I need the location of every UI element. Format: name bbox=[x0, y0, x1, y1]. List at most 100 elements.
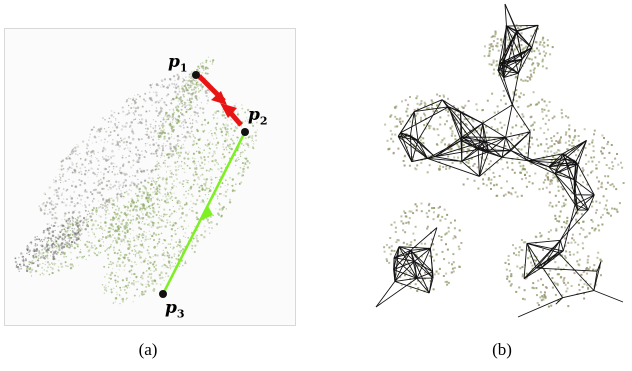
cloud-point bbox=[65, 255, 67, 258]
cloud-dot bbox=[438, 95, 441, 97]
cloud-dot bbox=[564, 141, 567, 144]
cloud-dot bbox=[432, 218, 435, 221]
cloud-point bbox=[173, 112, 175, 114]
cloud-dot bbox=[528, 104, 531, 107]
cloud-point bbox=[136, 106, 140, 109]
cloud-dot bbox=[573, 239, 575, 242]
cloud-dot bbox=[570, 148, 573, 151]
cloud-dot bbox=[564, 133, 567, 136]
cloud-point bbox=[200, 90, 202, 92]
cloud-point bbox=[55, 217, 58, 220]
cloud-point bbox=[203, 183, 205, 185]
cloud-point bbox=[170, 172, 173, 175]
cloud-point bbox=[126, 297, 128, 300]
cloud-point bbox=[118, 215, 122, 218]
cloud-dot bbox=[552, 173, 555, 176]
cloud-point bbox=[131, 128, 134, 130]
cloud-point bbox=[198, 163, 201, 165]
cloud-point bbox=[171, 199, 174, 202]
cloud-point bbox=[247, 120, 249, 123]
cloud-dot bbox=[437, 206, 440, 209]
cloud-point bbox=[188, 86, 191, 89]
cloud-dot bbox=[441, 250, 444, 253]
cloud-point bbox=[53, 241, 55, 243]
cloud-point bbox=[202, 130, 205, 133]
cloud-point bbox=[165, 196, 167, 198]
cloud-dot bbox=[580, 213, 583, 216]
cloud-point bbox=[205, 92, 207, 94]
cloud-dot bbox=[551, 277, 554, 280]
cloud-point bbox=[56, 191, 59, 194]
cloud-point bbox=[194, 114, 196, 116]
cloud-point bbox=[215, 146, 218, 149]
green-segment bbox=[161, 131, 247, 295]
cloud-point bbox=[175, 233, 178, 235]
cloud-dot bbox=[539, 41, 542, 44]
cloud-dot bbox=[395, 118, 398, 120]
cloud-point bbox=[100, 181, 104, 184]
cloud-point bbox=[78, 214, 82, 218]
cloud-point bbox=[52, 255, 55, 258]
cloud-point bbox=[81, 233, 83, 235]
cloud-point bbox=[57, 243, 59, 246]
cloud-point bbox=[111, 142, 114, 146]
cloud-dot bbox=[436, 128, 439, 131]
cloud-point bbox=[58, 195, 60, 197]
cloud-point bbox=[179, 201, 182, 204]
cloud-dot bbox=[506, 277, 509, 280]
cloud-point bbox=[184, 261, 187, 265]
cloud-point bbox=[243, 149, 246, 152]
cloud-point bbox=[33, 250, 36, 253]
cloud-point bbox=[92, 206, 95, 209]
cloud-point bbox=[73, 241, 76, 244]
cloud-dot bbox=[547, 231, 550, 233]
cloud-point bbox=[53, 251, 55, 253]
wire-edge bbox=[482, 104, 513, 124]
cloud-point bbox=[84, 158, 87, 161]
cloud-dot bbox=[467, 159, 470, 162]
cloud-point bbox=[172, 246, 175, 249]
cloud-point bbox=[144, 133, 146, 136]
cloud-point bbox=[64, 218, 66, 220]
cloud-point bbox=[178, 87, 180, 90]
wire-edge bbox=[506, 25, 517, 32]
cloud-dot bbox=[435, 143, 438, 146]
cloud-point bbox=[176, 200, 178, 202]
cloud-point bbox=[40, 239, 43, 241]
cloud-point bbox=[108, 126, 110, 129]
cloud-dot bbox=[565, 229, 568, 232]
wire-edge bbox=[477, 140, 485, 150]
cloud-point bbox=[58, 248, 61, 252]
cloud-dot bbox=[531, 47, 534, 50]
cloud-dot bbox=[522, 297, 524, 300]
cloud-point bbox=[169, 224, 172, 227]
cloud-point bbox=[121, 125, 124, 127]
cloud-point bbox=[239, 155, 242, 158]
cloud-point bbox=[84, 166, 86, 169]
cloud-dot bbox=[561, 294, 564, 297]
cloud-point bbox=[171, 212, 173, 215]
cloud-point bbox=[131, 130, 134, 133]
cloud-dot bbox=[506, 161, 509, 164]
wire-edge bbox=[573, 179, 579, 211]
cloud-dot bbox=[528, 180, 531, 183]
cloud-point bbox=[152, 197, 154, 199]
cloud-dot bbox=[547, 109, 550, 112]
cloud-dot bbox=[488, 52, 491, 55]
cloud-point bbox=[204, 144, 207, 146]
cloud-point bbox=[178, 208, 181, 210]
cloud-point bbox=[223, 124, 226, 127]
cloud-point bbox=[150, 152, 153, 155]
cloud-point bbox=[74, 217, 77, 220]
wire-edge bbox=[523, 266, 543, 279]
cloud-point bbox=[117, 236, 120, 239]
cloud-point bbox=[72, 229, 74, 232]
cloud-point bbox=[73, 233, 77, 236]
cloud-point bbox=[179, 120, 181, 122]
cloud-point bbox=[195, 120, 197, 122]
cloud-dot bbox=[420, 161, 423, 164]
wire-edge bbox=[506, 25, 523, 60]
cloud-point bbox=[104, 167, 108, 171]
cloud-point bbox=[47, 229, 50, 232]
cloud-point bbox=[108, 213, 110, 215]
